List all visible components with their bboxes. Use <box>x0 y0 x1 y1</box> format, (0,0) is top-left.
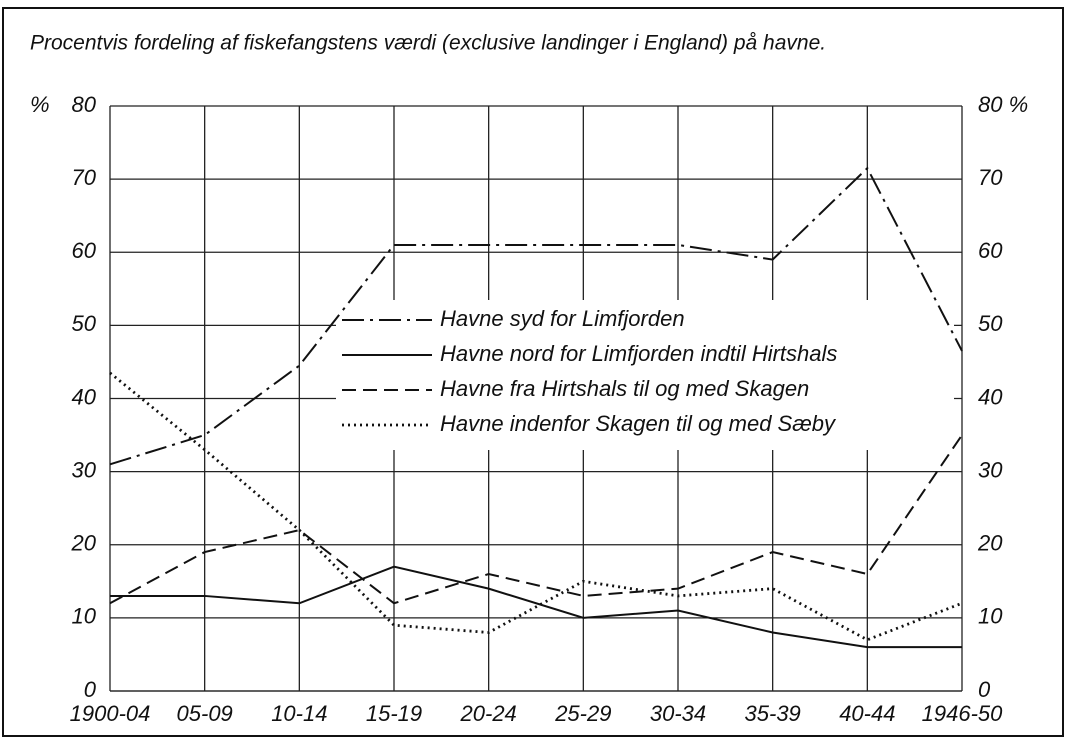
data-line <box>109 434 963 605</box>
x-tick-label: 25-29 <box>554 701 611 726</box>
legend-background <box>336 300 954 450</box>
y2-tick-label: 50 <box>978 311 1003 336</box>
y-tick-label: 30 <box>72 457 97 482</box>
x-tick-label: 15-19 <box>366 701 422 726</box>
y-tick-label: 20 <box>71 531 97 556</box>
y2-tick-label: 10 <box>978 604 1003 629</box>
y-tick-label: 0 <box>84 677 97 702</box>
legend-label: Havne fra Hirtshals til og med Skagen <box>440 376 809 401</box>
y-tick-label: 80 <box>72 92 97 117</box>
data-line <box>109 371 963 642</box>
legend-label: Havne syd for Limfjorden <box>440 306 685 331</box>
data-line <box>110 565 962 649</box>
x-tick-label: 20-24 <box>460 701 517 726</box>
y-tick-label: 50 <box>72 311 97 336</box>
y2-tick-label: 60 <box>978 238 1003 263</box>
y2-tick-label: 80 % <box>978 92 1028 117</box>
y-tick-label: 10 <box>72 604 97 629</box>
y2-tick-label: 40 <box>978 384 1003 409</box>
x-tick-label: 40-44 <box>839 701 895 726</box>
y-tick-label: 40 <box>72 384 97 409</box>
x-tick-label: 05-09 <box>177 701 233 726</box>
x-tick-label: 10-14 <box>271 701 327 726</box>
x-tick-label: 30-34 <box>650 701 706 726</box>
y2-tick-label: 0 <box>978 677 991 702</box>
x-tick-label: 1900-04 <box>70 701 151 726</box>
legend-label: Havne nord for Limfjorden indtil Hirtsha… <box>440 341 837 366</box>
chart-title: Procentvis fordeling af fiskefangstens v… <box>30 32 826 55</box>
y-axis-label: % <box>30 92 50 117</box>
y2-tick-label: 70 <box>978 165 1003 190</box>
data-line <box>109 166 963 466</box>
y-tick-label: 60 <box>72 238 97 263</box>
y2-tick-label: 20 <box>977 531 1003 556</box>
y2-tick-label: 30 <box>978 457 1003 482</box>
x-tick-label: 35-39 <box>745 701 801 726</box>
legend-label: Havne indenfor Skagen til og med Sæby <box>440 411 837 436</box>
frame <box>2 7 1064 737</box>
y-tick-label: 70 <box>72 165 97 190</box>
x-tick-label: 1946-50 <box>922 701 1004 726</box>
